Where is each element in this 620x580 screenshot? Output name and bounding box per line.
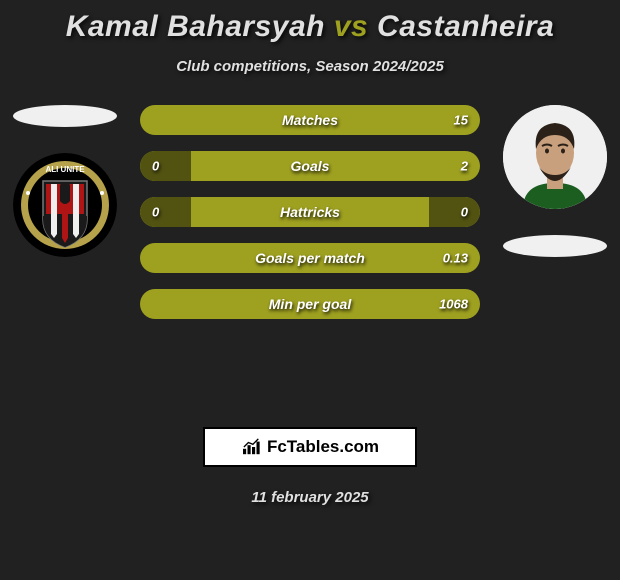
player1-club-badge: ALI UNITE bbox=[13, 153, 117, 257]
stat-label: Hattricks bbox=[280, 204, 340, 220]
stat-label: Goals bbox=[291, 158, 330, 174]
subtitle: Club competitions, Season 2024/2025 bbox=[0, 58, 620, 75]
svg-text:ALI UNITE: ALI UNITE bbox=[45, 165, 85, 174]
stat-value-left: 0 bbox=[152, 159, 159, 174]
right-column bbox=[490, 105, 620, 257]
chart-icon bbox=[241, 438, 263, 456]
club-badge-icon: ALI UNITE bbox=[13, 153, 117, 257]
stat-fill-left bbox=[140, 151, 191, 181]
player2-ellipse bbox=[503, 235, 607, 257]
stat-bar: Min per goal 1068 bbox=[140, 289, 480, 319]
footer-date: 11 february 2025 bbox=[0, 489, 620, 506]
main-area: ALI UNITE bbox=[0, 105, 620, 405]
stat-value-right: 2 bbox=[461, 159, 468, 174]
player1-name: Kamal Baharsyah bbox=[66, 10, 325, 43]
stat-label: Min per goal bbox=[269, 296, 351, 312]
stat-value-right: 1068 bbox=[439, 297, 468, 312]
footer-logo-text: FcTables.com bbox=[267, 437, 379, 457]
player1-ellipse bbox=[13, 105, 117, 127]
player2-name: Castanheira bbox=[377, 10, 554, 43]
stat-bar: 0 Goals 2 bbox=[140, 151, 480, 181]
vs-text: vs bbox=[334, 10, 368, 43]
stat-value-right: 0 bbox=[461, 205, 468, 220]
stat-bar: 0 Hattricks 0 bbox=[140, 197, 480, 227]
avatar-icon bbox=[503, 105, 607, 209]
stat-value-left: 0 bbox=[152, 205, 159, 220]
player2-avatar bbox=[503, 105, 607, 209]
footer-logo: FcTables.com bbox=[203, 427, 417, 467]
stat-label: Matches bbox=[282, 112, 338, 128]
stat-bar: Goals per match 0.13 bbox=[140, 243, 480, 273]
stat-fill-right bbox=[429, 197, 480, 227]
left-column: ALI UNITE bbox=[0, 105, 130, 257]
page-title: Kamal Baharsyah vs Castanheira bbox=[0, 0, 620, 44]
stat-value-right: 0.13 bbox=[443, 251, 468, 266]
stat-label: Goals per match bbox=[255, 250, 365, 266]
comparison-card: Kamal Baharsyah vs Castanheira Club comp… bbox=[0, 0, 620, 506]
stat-fill-left bbox=[140, 197, 191, 227]
stat-value-right: 15 bbox=[454, 113, 468, 128]
stats-list: Matches 15 0 Goals 2 0 Hattricks 0 Goals per mat… bbox=[140, 105, 480, 319]
stat-bar: Matches 15 bbox=[140, 105, 480, 135]
